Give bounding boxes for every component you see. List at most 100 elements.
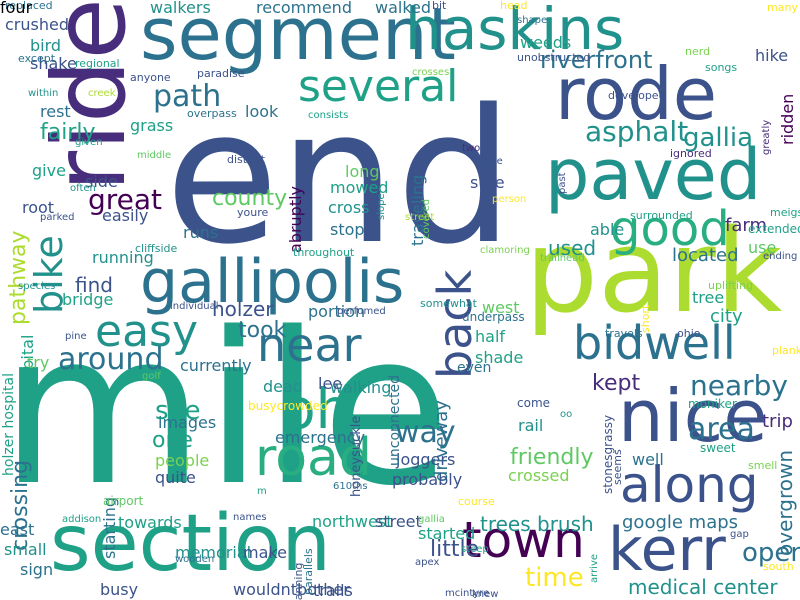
word-given: given [75, 137, 103, 148]
word-species: species [18, 281, 56, 292]
word-come: come [517, 396, 551, 410]
word-good: good [610, 201, 730, 257]
word-travels: travels [605, 327, 643, 340]
word-creek: creek [88, 88, 116, 99]
word-slope: slope [376, 193, 387, 220]
word-around: around [58, 342, 164, 377]
word-kerr: kerr [608, 515, 726, 585]
word-apex: apex [415, 557, 440, 568]
word-east: east [0, 520, 35, 539]
word-open: open [742, 538, 800, 568]
word-able: able [590, 220, 625, 239]
word-cross: cross [328, 198, 370, 217]
word-walking: walking [330, 378, 392, 397]
word-holzer-hospital: holzer hospital [1, 373, 17, 476]
word-regional: regional [75, 57, 120, 70]
word-parallels: parallels [302, 548, 315, 595]
word-parked: parked [40, 212, 75, 223]
word-walked: walked [375, 0, 432, 17]
word-gallia: gallia [683, 123, 754, 153]
word-nerd: nerd [685, 45, 711, 58]
word-developed: developed [608, 89, 666, 102]
word-except: except [18, 52, 56, 65]
word-south: south [763, 560, 794, 573]
word-youre: youre [237, 206, 269, 219]
word-perfumed: perfumed [337, 306, 386, 317]
word-root: root [22, 198, 55, 217]
word-dead: dead [263, 377, 303, 396]
word-great: great [88, 183, 163, 216]
word-road: road [255, 428, 372, 488]
word-tree: tree [692, 288, 725, 307]
word-airport: airport [103, 494, 144, 508]
word-path: path [153, 79, 222, 114]
word-even: even [457, 360, 492, 376]
word-lee: lee [318, 374, 343, 393]
word-walkers: walkers [150, 0, 211, 17]
word-probably: probably [392, 470, 463, 489]
word-golf: golf [142, 371, 161, 382]
word-trees-brush: trees brush [480, 512, 594, 536]
word-county: county [212, 186, 288, 211]
word-mowed: mowed [330, 178, 389, 197]
word-two: two [462, 143, 481, 154]
word-names: names [233, 512, 267, 523]
word-abruptly: abruptly [286, 185, 305, 253]
word-wouldntbother: wouldntbother [233, 580, 350, 599]
word-many: many [767, 1, 798, 14]
word-easy: easy [95, 306, 198, 357]
word-near: near [257, 318, 362, 372]
word-bridge: bridge [62, 290, 114, 309]
word-google-maps: google maps [622, 512, 739, 533]
word-past: past [557, 172, 568, 194]
word-ending: ending [763, 251, 798, 262]
word-make: make [243, 543, 287, 562]
word-joggers: joggers [396, 450, 456, 469]
word-took: took [238, 318, 287, 343]
word-running: running [92, 248, 154, 267]
word-paved: paved [545, 134, 762, 216]
word-towards: towards [118, 513, 182, 532]
word-sign: sign [20, 560, 54, 579]
word-city: city [710, 306, 743, 327]
word-rail: rail [518, 416, 544, 435]
word-bidwell: bidwell [573, 316, 736, 370]
word-fairly: fairly [40, 120, 96, 145]
word-asphalt: asphalt [585, 115, 689, 148]
word-district: district [227, 153, 266, 166]
word-started: started [418, 524, 476, 543]
word-friendly: friendly [510, 445, 594, 470]
word-arrive: arrive [589, 553, 600, 583]
word-four: four [0, 0, 33, 17]
word-recommend: recommend [256, 0, 352, 17]
word-busy: busy [100, 580, 139, 599]
word-memorial: memorial [175, 543, 252, 562]
word-kept: kept [592, 371, 641, 396]
word-crushed: crushed [5, 15, 69, 34]
word-underpass: underpass [462, 310, 525, 324]
word-see: see [155, 396, 201, 426]
word-bird: bird [30, 36, 62, 55]
word-wooden: wooden [175, 554, 215, 565]
word-medical-center: medical center [628, 575, 778, 599]
word-northwest: northwest [312, 512, 393, 531]
word-addison: addison [62, 514, 102, 525]
word-way: way [395, 415, 456, 450]
word-busycrowded: busycrowded [248, 399, 328, 413]
word-mile: mile [0, 287, 451, 532]
word-610ths: 610ths [333, 481, 368, 492]
word-west: west [482, 298, 520, 317]
word-stop: stop [330, 220, 365, 239]
word-nearby: nearby [690, 369, 788, 402]
word-holzer: holzer [212, 297, 274, 321]
word-anyone: anyone [130, 71, 171, 84]
word-half: half [475, 327, 506, 346]
word-shade: shade [475, 348, 524, 367]
word-time: time [525, 563, 584, 593]
word-surrounded: surrounded [630, 209, 693, 222]
word-uplifting: uplifting [708, 279, 754, 292]
word-haskins: haskins [405, 0, 625, 63]
word-pine: pine [65, 331, 87, 342]
word-shake: shake [30, 54, 77, 73]
word-often: often [70, 183, 96, 194]
